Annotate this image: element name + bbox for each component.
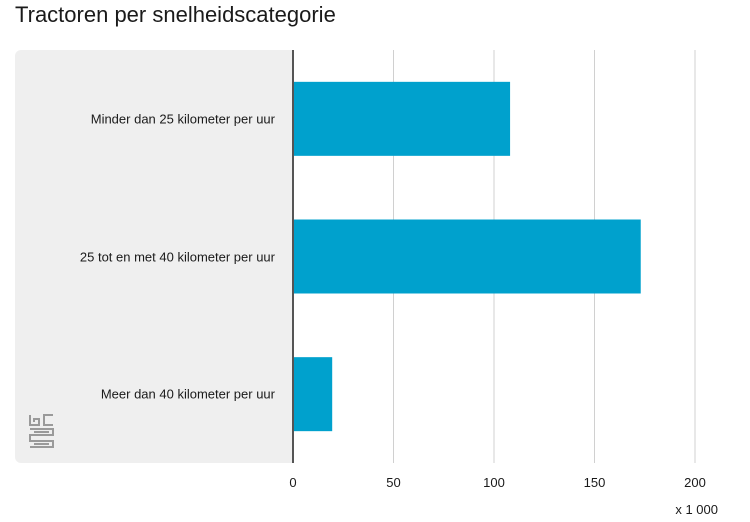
x-tick-label: 100 [483, 475, 505, 490]
cbs-logo-icon [29, 414, 54, 448]
bar [293, 357, 333, 432]
x-axis-unit-label: x 1 000 [675, 502, 718, 517]
chart-title: Tractoren per snelheidscategorie [15, 2, 336, 27]
category-label: Meer dan 40 kilometer per uur [100, 386, 275, 402]
bar [293, 219, 641, 294]
category-label-panel [15, 50, 293, 463]
x-tick-label: 50 [386, 475, 400, 490]
x-tick-label: 0 [289, 475, 296, 490]
x-tick-label: 150 [584, 475, 606, 490]
category-label: Minder dan 25 kilometer per uur [90, 111, 275, 127]
bar [293, 81, 511, 156]
x-tick-label: 200 [684, 475, 706, 490]
category-label: 25 tot en met 40 kilometer per uur [79, 249, 275, 264]
